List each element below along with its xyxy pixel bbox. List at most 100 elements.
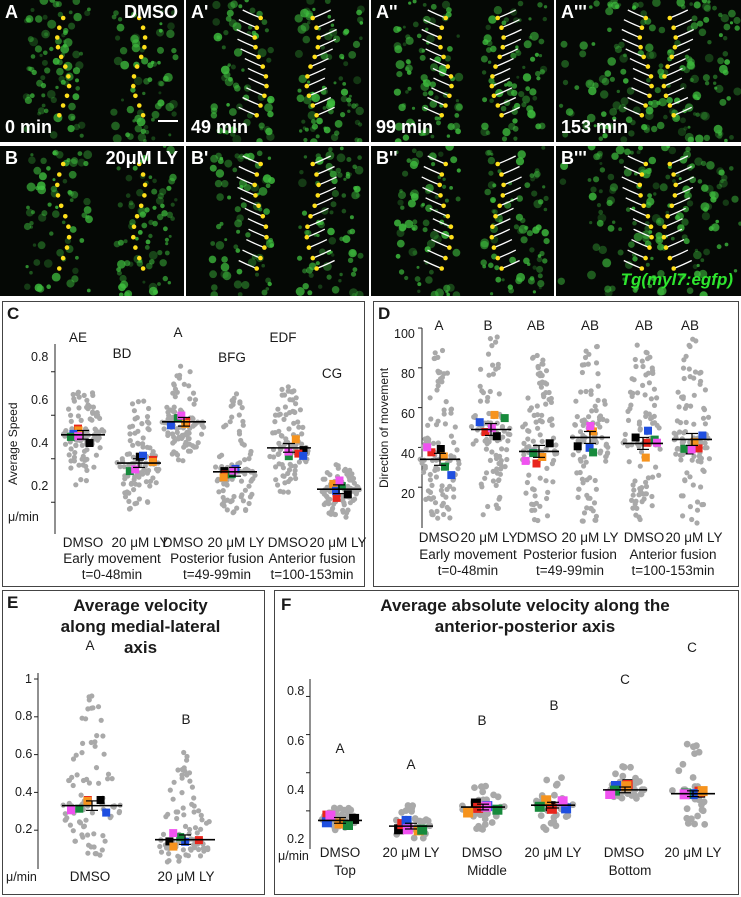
tracked-cell-dot [639, 113, 645, 118]
cell [693, 1, 701, 9]
x-label: DMSO [62, 535, 104, 550]
cell [716, 167, 725, 176]
cell [50, 96, 57, 104]
cell [537, 280, 545, 288]
cell [30, 210, 36, 215]
tracked-cell-dot [443, 255, 448, 261]
cell [357, 252, 364, 259]
data-point [642, 392, 648, 398]
micrograph-A: A DMSO 0 min [0, 0, 184, 142]
data-point [127, 438, 133, 444]
data-point [628, 402, 634, 408]
significance-letter: A [335, 741, 345, 756]
embryo-mean-square [475, 418, 484, 427]
cell [141, 57, 149, 65]
cell [601, 77, 610, 86]
data-point [83, 817, 89, 823]
data-point [191, 422, 197, 428]
cell [331, 253, 335, 257]
cell [528, 17, 532, 21]
cell [55, 205, 59, 209]
tracked-cell-dot [310, 15, 315, 21]
cell [162, 146, 167, 148]
data-point [697, 381, 703, 387]
tracked-cell-dot [137, 255, 142, 261]
cell [456, 34, 460, 38]
cell [343, 61, 349, 67]
significance-letter: A [434, 318, 444, 333]
cell [263, 125, 271, 133]
data-point [180, 458, 186, 464]
cell [490, 45, 497, 53]
data-point [526, 472, 532, 478]
data-point [199, 817, 205, 823]
data-point [639, 499, 645, 505]
data-point [72, 838, 78, 844]
data-point [632, 478, 638, 484]
significance-letter: AE [68, 330, 87, 345]
data-point [705, 414, 712, 420]
cell [136, 260, 143, 267]
cell-track [425, 48, 444, 58]
cell [672, 179, 676, 183]
embryo-mean-square [294, 449, 303, 458]
data-point [180, 805, 186, 811]
cell [393, 26, 401, 33]
embryo-mean-square [299, 451, 308, 460]
cell [593, 0, 600, 7]
data-point [427, 477, 433, 483]
cell [442, 184, 447, 189]
data-point [91, 844, 97, 850]
data-point [471, 784, 478, 791]
tracked-cell-dot [443, 103, 448, 108]
group-label: Bottom [608, 863, 652, 878]
cell [733, 269, 738, 273]
cell [526, 230, 533, 237]
data-point [656, 472, 662, 478]
embryo-mean-square [529, 449, 538, 458]
embryo-mean-square [427, 448, 436, 457]
tracked-cell-dot [314, 172, 319, 177]
cell [147, 77, 153, 83]
cell [501, 20, 507, 26]
data-point [231, 395, 237, 401]
cell [532, 172, 540, 179]
cell [620, 136, 628, 142]
cell [663, 114, 668, 120]
cell [481, 70, 487, 75]
unit-label: μ/min [278, 849, 309, 863]
cell [348, 249, 357, 258]
data-point [147, 483, 153, 489]
cell [618, 104, 627, 113]
micrograph-B-double-prime: B'' [371, 146, 554, 296]
cell [71, 157, 78, 165]
x-label: 20 μM LY [111, 535, 169, 550]
tracked-cell-dot [254, 113, 259, 118]
cell [220, 262, 230, 272]
cell [255, 272, 259, 277]
data-point [347, 467, 353, 473]
cell [501, 136, 508, 142]
title-line: anterior-posterior axis [434, 617, 616, 636]
data-point [323, 493, 329, 499]
cell [615, 4, 620, 10]
data-point [698, 484, 704, 490]
cell [720, 14, 729, 23]
cell [247, 258, 257, 267]
cell [236, 229, 241, 234]
cell [294, 49, 303, 58]
tracked-cell-dot [305, 224, 310, 229]
cell [67, 190, 73, 195]
cell [543, 207, 548, 212]
data-point [139, 421, 145, 427]
data-point [634, 505, 640, 511]
tracked-cell-dot [55, 44, 61, 50]
data-point [327, 496, 333, 502]
cell [693, 94, 698, 99]
data-point [81, 392, 87, 398]
data-point [198, 826, 204, 832]
data-point [487, 457, 493, 463]
cell [44, 67, 51, 74]
cell [341, 208, 347, 214]
cell [699, 291, 708, 296]
